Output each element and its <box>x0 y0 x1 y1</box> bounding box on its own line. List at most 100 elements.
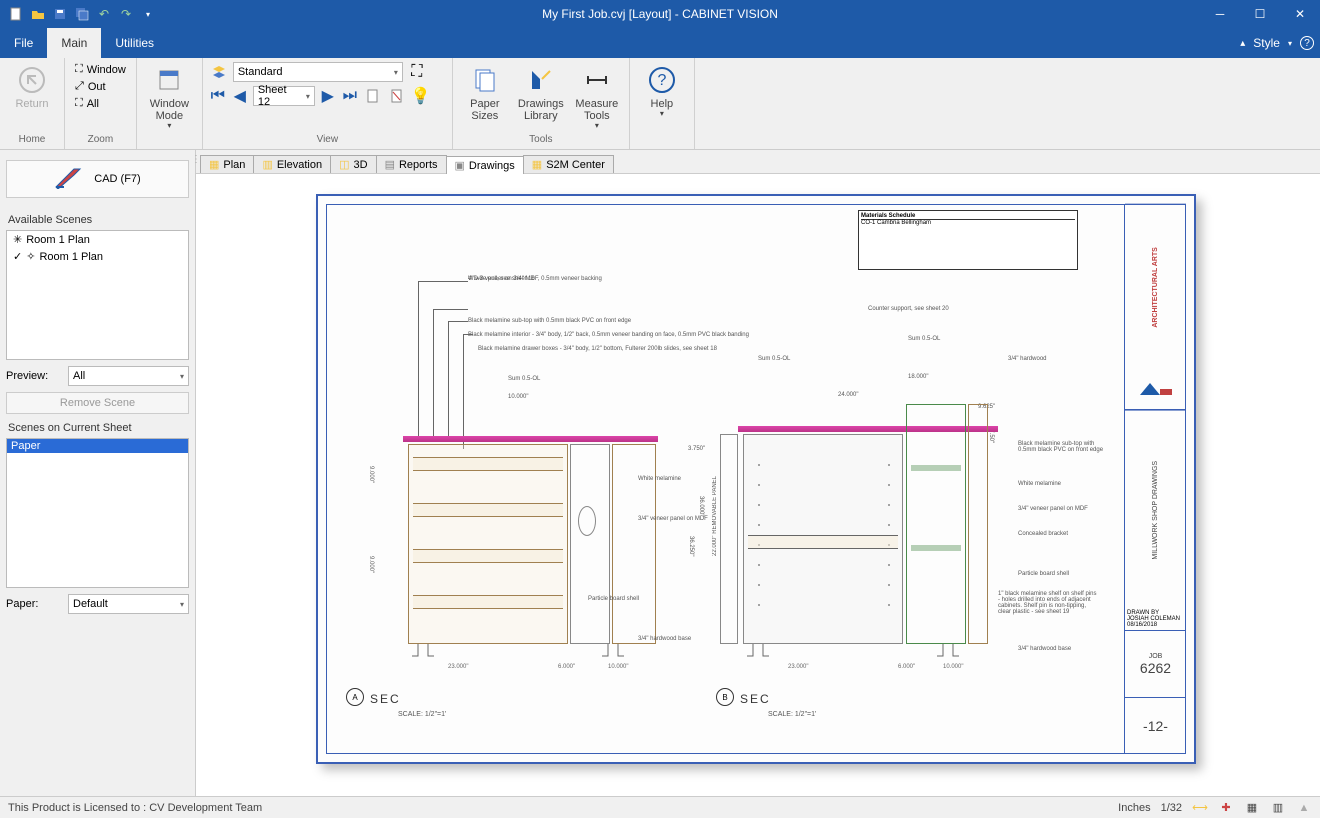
chevron-down-icon: ▾ <box>595 122 599 131</box>
available-scenes-list[interactable]: ✳Room 1 Plan ✓✧Room 1 Plan <box>6 230 189 360</box>
section-b-label: SEC <box>740 692 771 706</box>
ribbon-group-window-mode: Window Mode ▾ <box>137 58 203 149</box>
tab-plan[interactable]: ▦Plan <box>200 155 254 173</box>
tab-drawings[interactable]: ▣Drawings <box>446 156 524 174</box>
undo-icon[interactable]: ↶ <box>96 6 112 22</box>
drawing-canvas[interactable]: ARCHITECTURAL ARTS MILLWORK SHOP DRAWING… <box>196 174 1320 796</box>
section-a: 4" wire pull, see sheet 16 WD-3 veneer o… <box>348 276 688 696</box>
paper-combo[interactable]: Default▾ <box>68 594 189 614</box>
s2m-icon: ▦ <box>532 158 542 171</box>
sb-grid2-icon[interactable]: ▥ <box>1270 800 1286 816</box>
redo-icon[interactable]: ↷ <box>118 6 134 22</box>
paper-sizes-button[interactable]: Paper Sizes <box>459 62 511 124</box>
saveall-icon[interactable] <box>74 6 90 22</box>
ribbon-group-tools: Paper Sizes Drawings Library Measure Too… <box>453 58 630 149</box>
units-label[interactable]: Inches <box>1118 802 1150 814</box>
pencil-icon <box>54 167 84 192</box>
preview-label: Preview: <box>6 370 62 382</box>
nav-next-button[interactable]: ▶ <box>319 87 337 105</box>
list-item[interactable]: ✓✧Room 1 Plan <box>7 248 188 265</box>
style-label[interactable]: Style <box>1253 36 1280 50</box>
license-text: This Product is Licensed to : CV Develop… <box>8 802 262 814</box>
lightbulb-icon[interactable]: 💡 <box>411 86 431 106</box>
window-mode-icon <box>153 64 185 96</box>
ribbon-group-help: ? Help ▾ <box>630 58 695 149</box>
new-icon[interactable] <box>8 6 24 22</box>
plan-icon: ▦ <box>209 158 219 171</box>
group-label-home: Home <box>6 134 58 147</box>
available-scenes-label: Available Scenes <box>0 208 195 228</box>
nav-prev-button[interactable]: ◀ <box>231 87 249 105</box>
tb-logo <box>1125 370 1186 410</box>
drawing-sheet: ARCHITECTURAL ARTS MILLWORK SHOP DRAWING… <box>316 194 1196 764</box>
measure-tools-icon <box>581 64 613 96</box>
sb-cross-icon[interactable]: ✚ <box>1218 800 1234 816</box>
cube-icon: ◫ <box>339 158 349 171</box>
tab-3d[interactable]: ◫3D <box>330 155 376 173</box>
zoom-out-button[interactable]: ⤢Out <box>71 79 130 94</box>
ribbon: Return Home ⛶Window ⤢Out ⛶All Zoom Windo… <box>0 58 1320 150</box>
style-dropdown-icon[interactable]: ▾ <box>1288 39 1292 48</box>
sheet-combo[interactable]: Sheet 12▾ <box>253 86 315 106</box>
help-circle-icon: ? <box>646 64 678 96</box>
chevron-down-icon: ▾ <box>180 372 184 381</box>
drawings-library-button[interactable]: Drawings Library <box>515 62 567 124</box>
quick-access-toolbar: ↶ ↷ ▾ <box>0 6 164 22</box>
maximize-button[interactable]: ☐ <box>1240 0 1280 28</box>
current-sheet-list[interactable]: Paper <box>6 438 189 588</box>
zoom-window-button[interactable]: ⛶Window <box>71 62 130 77</box>
nav-first-button[interactable]: ⏮ <box>209 87 227 105</box>
return-button[interactable]: Return <box>6 62 58 112</box>
scene-marker-icon: ✳ <box>13 233 22 246</box>
remove-scene-button[interactable]: Remove Scene <box>6 392 189 414</box>
cabinet-a <box>408 444 568 644</box>
sb-grid-icon[interactable]: ▦ <box>1244 800 1260 816</box>
measure-tools-button[interactable]: Measure Tools ▾ <box>571 62 623 133</box>
delete-sheet-icon[interactable] <box>387 86 407 106</box>
materials-schedule: Materials Schedule CO-1 Cambria Bellingh… <box>858 210 1078 270</box>
paper-sizes-icon <box>469 64 501 96</box>
layers-icon[interactable] <box>209 62 229 82</box>
return-icon <box>16 64 48 96</box>
minimize-button[interactable]: ─ <box>1200 0 1240 28</box>
cad-button[interactable]: CAD (F7) <box>6 160 189 198</box>
help-button[interactable]: ? Help ▾ <box>636 62 688 121</box>
panel-grip-icon[interactable]: ⋮ <box>191 154 201 165</box>
save-icon[interactable] <box>52 6 68 22</box>
section-a-marker: A <box>346 688 364 706</box>
expand-icon[interactable]: ⛶ <box>407 62 427 82</box>
menu-expand-icon[interactable]: ▴ <box>1240 38 1245 49</box>
menu-main[interactable]: Main <box>47 28 101 58</box>
preview-combo[interactable]: All▾ <box>68 366 189 386</box>
window-mode-button[interactable]: Window Mode ▾ <box>143 62 195 133</box>
paper-label: Paper: <box>6 598 62 610</box>
section-b: Counter support, see sheet 20 Sum 0.5-OL… <box>718 296 1108 696</box>
main-area: ▦Plan ▥Elevation ◫3D ▤Reports ▣Drawings … <box>196 150 1320 796</box>
nav-last-button[interactable]: ⏭ <box>341 87 359 105</box>
tab-elevation[interactable]: ▥Elevation <box>253 155 331 173</box>
list-item[interactable]: Paper <box>7 439 188 453</box>
title-block: ARCHITECTURAL ARTS MILLWORK SHOP DRAWING… <box>1124 204 1186 754</box>
tab-reports[interactable]: ▤Reports <box>376 155 447 173</box>
menu-file[interactable]: File <box>0 28 47 58</box>
ribbon-group-home: Return Home <box>0 58 65 149</box>
tab-s2m[interactable]: ▦S2M Center <box>523 155 614 173</box>
open-icon[interactable] <box>30 6 46 22</box>
chevron-down-icon: ▾ <box>306 92 310 101</box>
snap-label[interactable]: 1/32 <box>1161 802 1182 814</box>
new-sheet-icon[interactable] <box>363 86 383 106</box>
sb-dim-icon[interactable]: ⟷ <box>1192 800 1208 816</box>
help-icon[interactable]: ? <box>1300 36 1314 50</box>
group-label-zoom: Zoom <box>71 134 130 147</box>
view-tabs: ▦Plan ▥Elevation ◫3D ▤Reports ▣Drawings … <box>196 150 1320 174</box>
sb-snap-icon[interactable]: ▲ <box>1296 800 1312 816</box>
close-button[interactable]: ✕ <box>1280 0 1320 28</box>
window-controls: ─ ☐ ✕ <box>1200 0 1320 28</box>
scale-a: SCALE: 1/2"=1' <box>398 711 446 718</box>
qat-dropdown-icon[interactable]: ▾ <box>140 6 156 22</box>
standard-combo[interactable]: Standard▾ <box>233 62 403 82</box>
zoom-all-button[interactable]: ⛶All <box>71 96 130 111</box>
workspace: ⋮ CAD (F7) Available Scenes ✳Room 1 Plan… <box>0 150 1320 796</box>
list-item[interactable]: ✳Room 1 Plan <box>7 231 188 248</box>
menu-utilities[interactable]: Utilities <box>101 28 168 58</box>
